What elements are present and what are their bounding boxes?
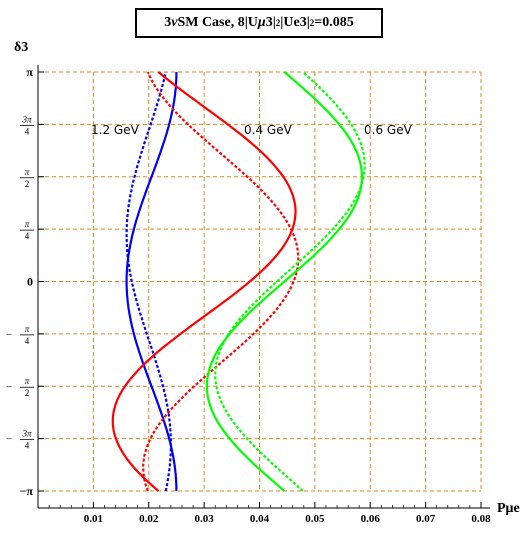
title-mid3: |Ue3| — [280, 15, 310, 30]
y-axis-label: δ3 — [14, 40, 29, 55]
x-tick-label: 0.03 — [195, 513, 215, 525]
y-tick-label-num: π — [25, 376, 30, 386]
y-tick-label-den: 4 — [25, 126, 30, 136]
x-tick-label: 0.04 — [250, 513, 270, 525]
x-tick-label: 0.07 — [416, 513, 436, 525]
annotation-1-2-gev: 1.2 GeV — [91, 123, 139, 137]
y-tick-label-den: 4 — [25, 336, 30, 346]
title-nu: ν — [171, 15, 178, 30]
title-post: =0.085 — [314, 15, 354, 30]
y-tick-label-num: π — [25, 219, 30, 229]
y-tick-label-num: π — [25, 167, 30, 177]
y-tick-label-sign: − — [6, 434, 12, 446]
x-tick-label: 0.02 — [139, 513, 159, 525]
y-tick-label: 0 — [27, 275, 33, 289]
title-mid: SM Case, 8|U — [177, 15, 258, 30]
y-tick-label-den: 2 — [25, 388, 30, 398]
title-mid2: 3| — [265, 15, 276, 30]
title-pre: 3 — [164, 15, 172, 30]
x-tick-label: 0.08 — [471, 513, 491, 525]
series-0-4-gev-solid — [111, 71, 297, 492]
y-tick-label-den: 4 — [25, 441, 30, 451]
series-0-6-gev-solid — [205, 71, 363, 492]
title-sup1: 2 — [275, 18, 281, 28]
series-1-2-gev-solid — [125, 72, 178, 491]
y-tick-label: π — [26, 65, 33, 79]
y-tick-label-den: 2 — [25, 179, 30, 189]
annotation-0-4-gev: 0.4 GeV — [244, 123, 292, 137]
title-mu: μ — [257, 15, 266, 30]
y-tick-label-num: π — [25, 324, 30, 334]
x-axis-label: Pμe — [497, 501, 520, 516]
y-tick-label-sign: − — [6, 381, 12, 393]
y-tick-label-den: 4 — [25, 231, 30, 241]
series-1-2-gev-dotted — [125, 71, 172, 492]
annotation-0-6-gev: 0.6 GeV — [364, 123, 412, 137]
x-tick-label: 0.06 — [361, 513, 381, 525]
x-tick-label: 0.01 — [84, 513, 103, 525]
y-tick-label: −π — [20, 484, 34, 498]
y-tick-label-num: 3π — [21, 114, 32, 124]
x-tick-label: 0.05 — [305, 513, 325, 525]
chart-title: 3 ν SM Case, 8|U μ 3| 2 |Ue3| 2 =0.085 — [135, 8, 383, 38]
y-tick-label-num: 3π — [21, 429, 32, 439]
y-tick-label-sign: − — [6, 329, 12, 341]
title-sup2: 2 — [309, 18, 315, 28]
